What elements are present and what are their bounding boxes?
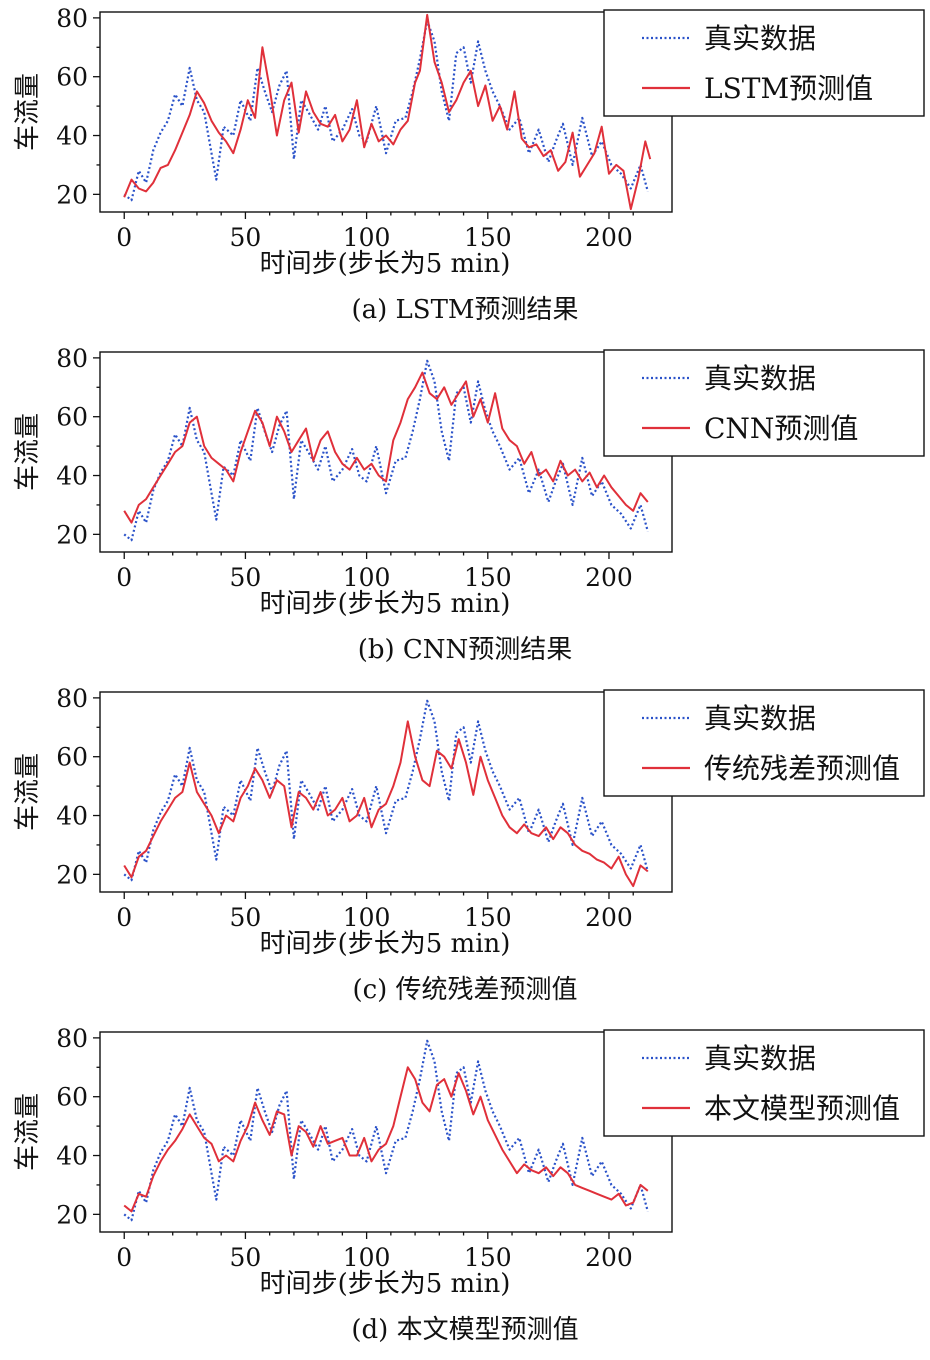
x-tick-label: 150	[464, 563, 512, 592]
y-tick-label: 60	[56, 743, 88, 772]
series-line-pred-c	[123, 720, 649, 888]
legend-box	[603, 1029, 925, 1137]
y-tick-label: 80	[56, 684, 88, 713]
x-tick-label: 200	[585, 1243, 633, 1272]
x-tick-label: 50	[230, 903, 262, 932]
y-tick-label: 80	[56, 1024, 88, 1053]
series-line-real-d	[123, 1039, 649, 1222]
y-axis-label: 车流量	[13, 413, 43, 491]
y-tick-label: 60	[56, 403, 88, 432]
x-tick-label: 200	[585, 903, 633, 932]
x-tick-label: 150	[464, 1243, 512, 1272]
legend-label-real: 真实数据	[704, 1042, 816, 1075]
y-tick-label: 20	[56, 1200, 88, 1229]
x-tick-label: 50	[230, 1243, 262, 1272]
chart-svg-b: 0 50 100 150 200 20 40 60 80 时间步(步长为5 min) 车流量 (b) …	[13, 344, 925, 665]
legend-box	[603, 9, 925, 117]
chart-panel-d: 0 50 100 150 200 20 40 60 80 时间步(步长为5 min) 车流量 (d) …	[0, 1020, 930, 1360]
x-tick-label: 50	[230, 223, 262, 252]
x-axis-label: 时间步(步长为5 min)	[260, 589, 511, 619]
x-tick-label: 0	[116, 563, 132, 592]
series-line-pred-d	[123, 1066, 649, 1213]
x-tick-label: 200	[585, 563, 633, 592]
y-tick-label: 20	[56, 180, 88, 209]
y-tick-label: 40	[56, 122, 88, 151]
y-tick-label: 40	[56, 462, 88, 491]
legend-label-real: 真实数据	[704, 362, 816, 395]
legend-label-real: 真实数据	[704, 702, 816, 735]
y-axis-label: 车流量	[13, 753, 43, 831]
panel-caption: (d) 本文模型预测值	[351, 1315, 578, 1345]
y-tick-label: 60	[56, 1083, 88, 1112]
chart-svg-c: 0 50 100 150 200 20 40 60 80 时间步(步长为5 min) 车流量 (c) …	[13, 684, 925, 1005]
plot-frame	[99, 351, 673, 553]
x-axis-label: 时间步(步长为5 min)	[260, 249, 511, 279]
x-axis-label: 时间步(步长为5 min)	[260, 929, 511, 959]
x-tick-label: 100	[343, 223, 391, 252]
y-tick-label: 20	[56, 520, 88, 549]
chart-panel-c: 0 50 100 150 200 20 40 60 80 时间步(步长为5 min) 车流量 (c) …	[0, 680, 930, 1020]
legend: 真实数据 CNN预测值	[603, 349, 925, 457]
plot-frame	[99, 11, 673, 213]
x-tick-label: 100	[343, 563, 391, 592]
x-tick-label: 0	[116, 223, 132, 252]
x-tick-label: 150	[464, 903, 512, 932]
series-line-real-b	[123, 359, 649, 542]
legend-box	[603, 689, 925, 797]
x-axis-label: 时间步(步长为5 min)	[260, 1269, 511, 1299]
y-tick-label: 20	[56, 860, 88, 889]
legend-label-pred: LSTM预测值	[704, 72, 873, 105]
chart-panel-b: 0 50 100 150 200 20 40 60 80 时间步(步长为5 min) 车流量 (b) …	[0, 340, 930, 680]
series-line-pred-a	[123, 13, 652, 211]
y-tick-label: 40	[56, 802, 88, 831]
chart-svg-a: 0 50 100 150 200 20 40 60 80 时间步(步长为5 min) 车流量 (a) …	[13, 4, 925, 325]
panel-caption: (b) CNN预测结果	[358, 635, 573, 665]
x-tick-label: 0	[116, 903, 132, 932]
legend-label-pred: 本文模型预测值	[704, 1092, 900, 1125]
x-tick-label: 150	[464, 223, 512, 252]
x-tick-label: 100	[343, 1243, 391, 1272]
series-line-real-c	[123, 699, 649, 882]
y-tick-label: 80	[56, 4, 88, 33]
legend-label-pred: 传统残差预测值	[704, 752, 900, 785]
panel-caption: (a) LSTM预测结果	[351, 295, 578, 325]
legend-label-pred: CNN预测值	[704, 412, 858, 445]
series-line-pred-b	[123, 371, 649, 524]
chart-panel-a: 0 50 100 150 200 20 40 60 80 时间步(步长为5 min) 车流量 (a) …	[0, 0, 930, 340]
legend: 真实数据 LSTM预测值	[603, 9, 925, 117]
y-tick-label: 60	[56, 63, 88, 92]
plot-frame	[99, 691, 673, 893]
y-axis-label: 车流量	[13, 1093, 43, 1171]
y-axis-label: 车流量	[13, 73, 43, 151]
y-tick-label: 80	[56, 344, 88, 373]
plot-frame	[99, 1031, 673, 1233]
panel-caption: (c) 传统残差预测值	[352, 975, 577, 1005]
legend-box	[603, 349, 925, 457]
y-tick-label: 40	[56, 1142, 88, 1171]
x-tick-label: 100	[343, 903, 391, 932]
series-line-real-a	[123, 19, 649, 202]
legend-label-real: 真实数据	[704, 22, 816, 55]
x-tick-label: 200	[585, 223, 633, 252]
x-tick-label: 0	[116, 1243, 132, 1272]
x-tick-label: 50	[230, 563, 262, 592]
chart-svg-d: 0 50 100 150 200 20 40 60 80 时间步(步长为5 min) 车流量 (d) …	[13, 1024, 925, 1345]
